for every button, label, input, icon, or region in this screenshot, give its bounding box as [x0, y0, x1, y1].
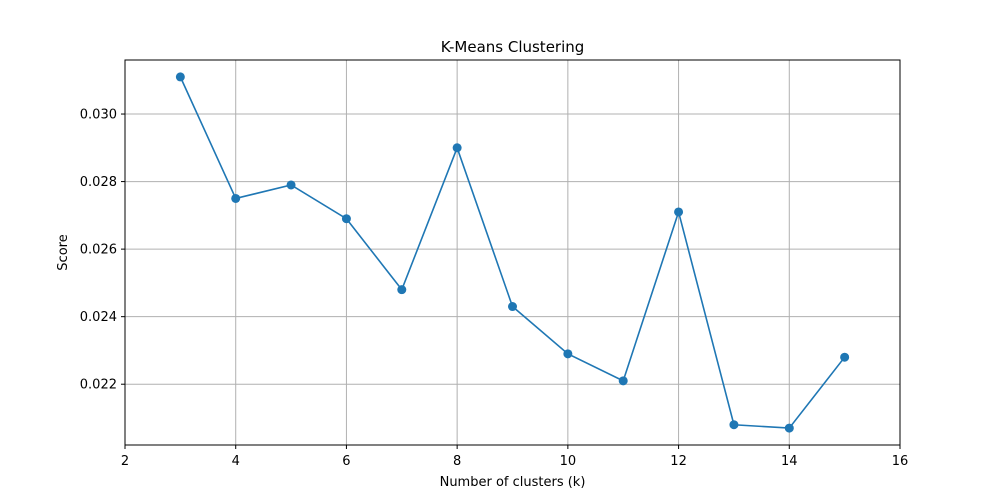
- data-point: [729, 420, 739, 430]
- x-tick-label: 4: [232, 454, 240, 469]
- y-tick-label: 0.028: [80, 175, 117, 190]
- grid: [124, 60, 901, 445]
- ticks: 2 4 6 8 10 12 14 16 0.022 0.024 0.026 0.028 0.030: [80, 108, 908, 469]
- series-line: [179, 76, 846, 429]
- x-tick-label: 10: [560, 454, 577, 469]
- data-point: [286, 180, 296, 190]
- x-tick-label: 8: [453, 454, 461, 469]
- plot-frame: [124, 59, 901, 446]
- data-point: [618, 376, 628, 386]
- y-axis-label: Score: [56, 234, 71, 270]
- x-tick-label: 14: [781, 454, 798, 469]
- x-tick-label: 16: [892, 454, 909, 469]
- x-tick-label: 12: [670, 454, 687, 469]
- x-axis-label: Number of clusters (k): [440, 475, 586, 490]
- data-point: [175, 72, 185, 82]
- data-point: [563, 349, 573, 359]
- data-point: [452, 143, 462, 153]
- data-point: [840, 352, 850, 362]
- x-tick-label: 6: [342, 454, 350, 469]
- chart-title: K-Means Clustering: [441, 38, 585, 56]
- y-tick-label: 0.024: [80, 310, 117, 325]
- data-point: [397, 285, 407, 295]
- x-tick-label: 2: [121, 454, 129, 469]
- data-point: [508, 302, 517, 312]
- y-tick-label: 0.022: [80, 378, 117, 393]
- data-point: [784, 423, 794, 433]
- data-point: [674, 207, 684, 217]
- y-tick-label: 0.026: [80, 243, 117, 258]
- series: [175, 72, 850, 433]
- data-point: [341, 214, 351, 224]
- data-point: [231, 193, 241, 203]
- y-tick-label: 0.030: [80, 108, 117, 123]
